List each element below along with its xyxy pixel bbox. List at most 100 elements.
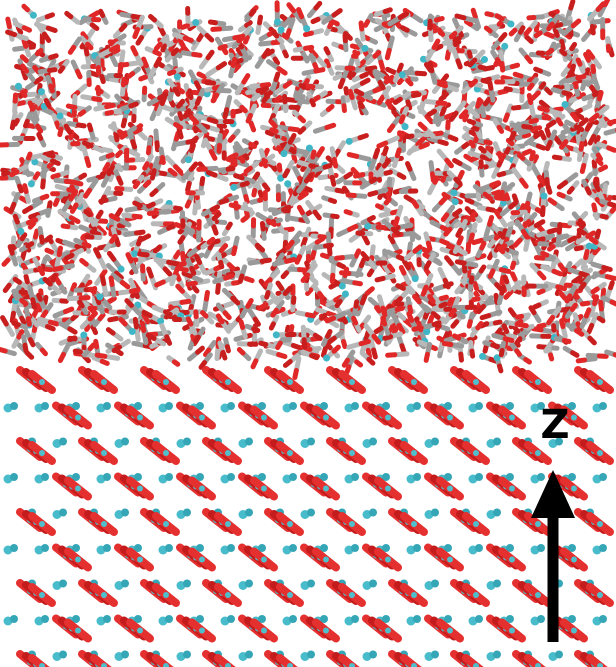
ion [537,615,545,623]
molecule-oxygen [237,273,245,284]
anion-center [571,485,577,492]
molecule-oxygen [147,161,155,171]
molecule-oxygen [153,56,163,69]
molecule-oxygen [417,121,428,132]
molecule-oxygen [48,83,55,94]
molecule-oxygen [205,170,218,178]
ion [103,473,111,481]
molecule-oxygen [555,117,564,127]
molecule-oxygen [415,136,426,147]
molecule-oxygen [544,86,553,96]
ion [103,544,111,552]
molecule-oxygen [86,122,94,133]
molecule-oxygen [113,270,124,281]
ion [289,544,297,552]
ion [444,615,452,623]
molecule-oxygen [579,300,591,307]
molecule-oxygen [199,175,206,187]
ion [134,402,142,410]
molecule-oxygen [382,7,393,15]
molecule-oxygen [405,77,414,87]
molecule-oxygen [81,140,94,149]
molecule-oxygen [185,180,192,193]
molecule-oxygen [222,107,230,120]
molecule-oxygen [468,275,475,285]
molecule-oxygen [276,247,287,257]
ion [506,473,514,481]
molecule-oxygen [220,349,228,361]
ion [431,437,439,446]
molecule-oxygen [44,12,55,20]
molecule-oxygen [532,302,542,310]
molecule-oxygen [412,294,422,305]
anion-center [39,592,45,598]
molecule-oxygen [130,45,139,57]
molecule-oxygen [516,152,526,161]
ion [398,71,406,79]
molecule-oxygen [496,363,504,374]
molecule-oxygen [353,248,362,259]
molecule-oxygen [521,132,532,139]
molecule-oxygen [296,204,305,216]
molecule-oxygen [509,260,517,271]
ion [289,473,297,481]
molecule-oxygen [282,80,293,89]
molecule-oxygen [32,228,40,240]
molecule-oxygen [190,89,202,96]
molecule-oxygen [190,223,199,234]
molecule-oxygen [204,32,215,43]
anion-center [385,414,391,421]
ion [121,650,129,659]
molecule-oxygen [316,290,325,300]
molecule-oxygen [233,57,244,65]
molecule-oxygen [312,62,320,73]
molecule-oxygen [468,139,476,149]
molecule-oxygen [546,227,559,235]
anion-center [571,414,577,421]
molecule-oxygen [488,356,499,364]
molecule-oxygen [132,316,139,330]
molecule-oxygen [609,299,616,307]
molecule-oxygen [446,297,454,307]
ion [537,544,545,552]
molecule-oxygen [360,251,370,262]
molecule-oxygen [411,199,420,209]
ion [475,615,483,623]
molecule-oxygen [27,221,36,230]
molecule-oxygen [168,99,178,111]
molecule-oxygen [381,21,391,29]
molecule-oxygen [46,200,53,210]
molecule-oxygen [303,172,314,184]
molecule-oxygen [367,69,377,79]
molecule-oxygen [497,230,506,240]
molecule-oxygen [351,315,359,326]
molecule-oxygen [358,20,365,32]
molecule-oxygen [12,213,20,225]
molecule-oxygen [54,120,61,130]
molecule-oxygen [24,350,35,360]
molecule-oxygen [282,49,289,59]
molecule-oxygen [132,180,141,190]
anion-center [509,627,515,634]
molecule-oxygen [564,293,573,304]
molecule-oxygen [177,46,186,55]
molecule-oxygen [399,343,407,355]
molecule-oxygen [23,118,30,129]
molecule-oxygen [160,43,167,53]
molecule-oxygen [81,241,92,249]
molecule-oxygen [341,103,347,114]
molecule-oxygen [245,298,254,309]
anion-center [597,592,603,598]
molecule-oxygen [166,69,177,77]
molecule-oxygen [44,324,56,332]
molecule-oxygen [498,267,512,274]
molecule-oxygen [508,200,519,210]
ion [431,508,439,517]
molecule-oxygen [116,175,124,186]
molecule-oxygen [331,8,343,18]
molecule-oxygen [353,172,366,179]
molecule-oxygen [222,310,232,321]
molecule-oxygen [333,294,343,303]
molecule-oxygen [448,214,459,225]
ion [31,158,39,166]
